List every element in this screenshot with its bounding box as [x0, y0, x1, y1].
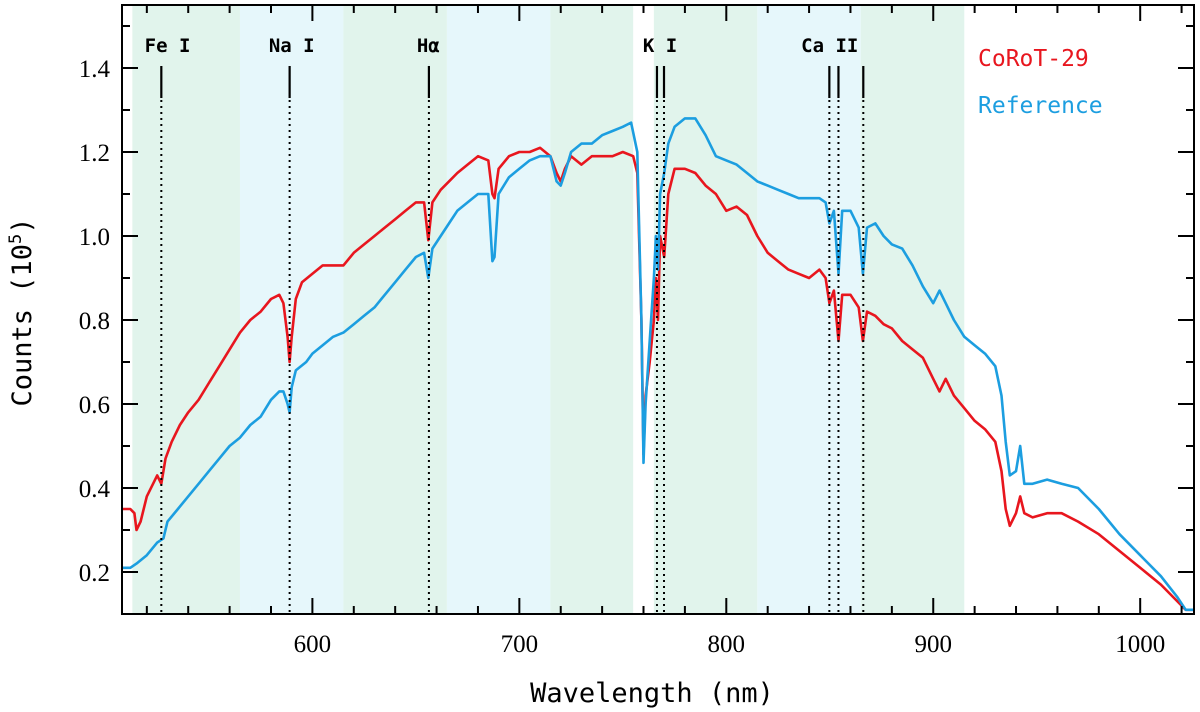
legend-item-corot29: CoRoT-29 — [978, 46, 1089, 72]
series-line-reference — [122, 117, 1194, 612]
wavelength-band — [132, 5, 240, 614]
spectral-line-label: K I — [643, 35, 677, 57]
x-tick-label: 700 — [501, 631, 539, 658]
spectral-line-label: Hα — [417, 35, 440, 57]
wavelength-band — [343, 5, 447, 614]
y-axis-title-exponent: 5 — [6, 234, 26, 244]
x-axis-title: Wavelength (nm) — [530, 678, 774, 709]
spectral-line-label: Ca II — [801, 35, 858, 57]
y-axis-title-text: Counts (10 — [7, 244, 38, 407]
wavelength-band — [653, 5, 758, 614]
legend-item-reference: Reference — [978, 93, 1103, 119]
axis-ticks: 600 700 800 900 1000 0.2 0.4 0.6 0.8 1.0 1.2 1.4 — [79, 5, 1194, 658]
wavelength-band — [239, 5, 344, 614]
x-tick-label: 800 — [708, 631, 746, 658]
legend: CoRoT-29 Reference — [978, 46, 1103, 119]
wavelength-band — [860, 5, 965, 614]
x-tick-label: 600 — [294, 631, 332, 658]
wavelength-band — [550, 5, 634, 614]
y-tick-label: 1.4 — [79, 56, 111, 83]
spectral-line-label: Na I — [269, 35, 315, 57]
plot-frame — [121, 4, 1195, 615]
spectral-line-label: Fe I — [145, 35, 191, 57]
y-axis-title-close: ) — [7, 217, 38, 233]
y-tick-label: 0.2 — [79, 560, 110, 587]
spectrum-series — [122, 117, 1194, 612]
wavelength-band — [757, 5, 861, 614]
y-tick-label: 0.6 — [79, 392, 110, 419]
spectral-line-markers: Fe I Na I Hα K I Ca II — [145, 35, 865, 612]
y-tick-label: 1.2 — [79, 140, 110, 167]
wavelength-bands — [132, 5, 965, 614]
wavelength-band — [446, 5, 551, 614]
y-tick-label: 1.0 — [79, 224, 110, 251]
y-tick-label: 0.4 — [79, 476, 111, 503]
y-tick-label: 0.8 — [79, 308, 110, 335]
x-tick-label: 900 — [914, 631, 952, 658]
y-axis-title: Counts (105) — [6, 217, 38, 406]
x-tick-label: 1000 — [1115, 631, 1165, 658]
